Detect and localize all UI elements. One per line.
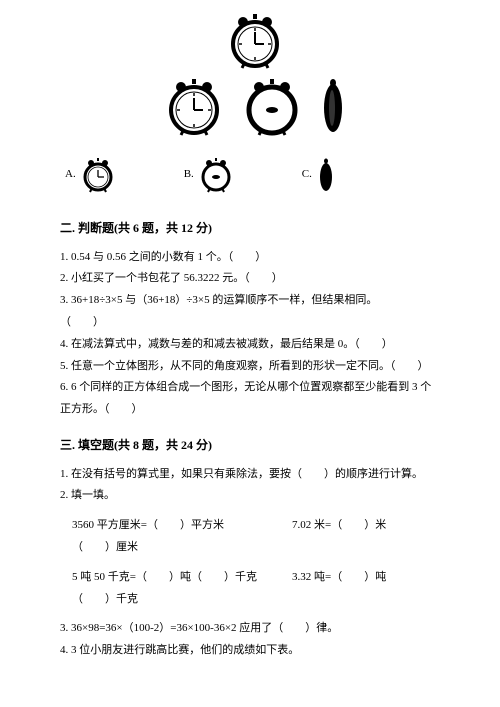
s3-q3: 3. 36×98=36×（100-2）=36×100-36×2 应用了（ ）律。 [60, 619, 450, 639]
s2-q4: 4. 在减法算式中，减数与差的和减去被减数，最后结果是 0。（ ） [60, 335, 450, 355]
s2-q5: 5. 任意一个立体图形，从不同的角度观察，所看到的形状一定不同。（ ） [60, 357, 450, 377]
s2-q6b: 正方形。（ ） [60, 400, 450, 420]
answer-options-row: A. B. [60, 157, 450, 193]
clock-side-icon [243, 75, 301, 137]
s3-q4: 4. 3 位小朋友进行跳高比赛，他们的成绩如下表。 [60, 641, 450, 661]
s3-q2-row2: 5 吨 50 千克=（ ）吨（ ）千克 3.32 吨=（ ）吨 [60, 568, 450, 588]
section-2-title: 二. 判断题(共 6 题，共 12 分) [60, 218, 450, 240]
clock-row-top [60, 10, 450, 70]
s3-q2-row2b: （ ）千克 [60, 590, 450, 610]
s3-q2-row1: 3560 平方厘米=（ ）平方米 7.02 米=（ ）米 [60, 516, 450, 536]
s3-q2-row1-left: 3560 平方厘米=（ ）平方米 [72, 516, 292, 536]
s2-q3a: 3. 36+18÷3×5 与（36+18）÷3×5 的运算顺序不一样，但结果相同… [60, 291, 450, 311]
option-B[interactable]: B. [184, 157, 232, 193]
option-C[interactable]: C. [302, 158, 334, 192]
s3-q2-row2-right: 3.32 吨=（ ）吨 [292, 568, 450, 588]
worksheet-page: A. B. [0, 0, 500, 683]
option-A[interactable]: A. [65, 157, 114, 193]
s3-q2-row1b: （ ）厘米 [60, 538, 450, 558]
s3-q2-row2-left: 5 吨 50 千克=（ ）吨（ ）千克 [72, 568, 292, 588]
s2-q3b: （ ） [60, 313, 450, 333]
clock-question-area: A. B. [60, 10, 450, 193]
clock-oval-icon [318, 158, 334, 192]
option-B-label: B. [184, 165, 194, 185]
s2-q1: 1. 0.54 与 0.56 之间的小数有 1 个。（ ） [60, 248, 450, 268]
clock-face-icon [165, 75, 223, 137]
s3-q2-row1-right: 7.02 米=（ ）米 [292, 516, 450, 536]
clock-face-icon [227, 10, 283, 70]
clock-side-icon [200, 157, 232, 193]
s3-q2: 2. 填一填。 [60, 486, 450, 506]
clock-oval-icon [321, 78, 345, 134]
section-3-title: 三. 填空题(共 8 题，共 24 分) [60, 435, 450, 457]
option-C-label: C. [302, 165, 312, 185]
s3-q1: 1. 在没有括号的算式里，如果只有乘除法，要按（ ）的顺序进行计算。 [60, 465, 450, 485]
s2-q6a: 6. 6 个同样的正方体组合成一个图形，无论从哪个位置观察都至少能看到 3 个 [60, 378, 450, 398]
option-A-label: A. [65, 165, 76, 185]
clock-row-mid [60, 75, 450, 137]
s2-q2: 2. 小红买了一个书包花了 56.3222 元。（ ） [60, 269, 450, 289]
clock-face-icon [82, 157, 114, 193]
